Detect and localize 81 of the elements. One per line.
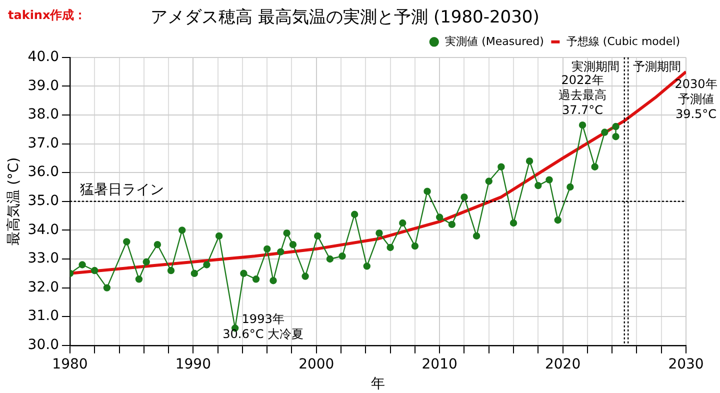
annotation: 39.5°C bbox=[675, 106, 717, 121]
point bbox=[154, 241, 162, 248]
y-tick-label: 30.0 bbox=[28, 337, 59, 354]
point bbox=[566, 183, 574, 191]
point bbox=[399, 219, 406, 227]
y-tick-label: 38.0 bbox=[28, 106, 59, 123]
point bbox=[510, 219, 518, 227]
point bbox=[601, 128, 608, 136]
point bbox=[252, 276, 260, 283]
text: takinx作成： bbox=[8, 8, 86, 22]
point bbox=[135, 276, 143, 283]
point bbox=[411, 242, 419, 250]
point bbox=[190, 270, 198, 277]
y-tick-label: 32.0 bbox=[28, 279, 59, 296]
point bbox=[591, 163, 598, 170]
point bbox=[612, 122, 620, 130]
point bbox=[448, 220, 456, 228]
x-tick-label: 2010 bbox=[422, 356, 458, 372]
annotation: 30.6°C 大冷夏 bbox=[222, 327, 304, 342]
x-tick-label: 2020 bbox=[544, 356, 581, 372]
chart-title: アメダス穂高 最高気温の実測と予測 (1980-2030) bbox=[150, 8, 540, 28]
point bbox=[142, 258, 150, 266]
point bbox=[460, 193, 468, 201]
y-tick-label: 34.0 bbox=[28, 222, 59, 238]
point bbox=[526, 157, 534, 165]
y-tick-label: 37.0 bbox=[28, 135, 59, 152]
point bbox=[103, 284, 111, 292]
point bbox=[91, 266, 98, 274]
point bbox=[326, 255, 334, 263]
annotation: 2030年 bbox=[674, 76, 718, 91]
point bbox=[178, 226, 186, 234]
point bbox=[314, 232, 322, 240]
point bbox=[578, 121, 586, 129]
annotation: 予測値 bbox=[678, 92, 714, 106]
point bbox=[264, 245, 271, 253]
point bbox=[277, 248, 284, 256]
x-tick-label: 1990 bbox=[175, 356, 211, 372]
y-tick-label: 35.0 bbox=[28, 193, 59, 210]
y-tick-label: 36.0 bbox=[28, 164, 59, 180]
point bbox=[534, 182, 542, 190]
x-tick-label: 2030 bbox=[668, 356, 704, 372]
y-axis-title: 最高気温 (°C) bbox=[6, 157, 22, 246]
point bbox=[203, 261, 210, 268]
y-tick-label: 31.0 bbox=[28, 308, 59, 324]
point bbox=[363, 262, 370, 270]
annotation: 37.7°C bbox=[562, 103, 604, 118]
legend-label: 予想線 (Cubic model) bbox=[566, 34, 680, 48]
point bbox=[612, 133, 620, 140]
point bbox=[554, 216, 562, 224]
ref-line-label: 予測期間 bbox=[633, 60, 682, 74]
ref-line-label: 実測期間 bbox=[571, 60, 620, 74]
x-axis-title: 年 bbox=[370, 376, 385, 392]
x-tick-label: 1980 bbox=[52, 356, 88, 372]
point bbox=[472, 232, 480, 240]
point bbox=[546, 176, 553, 184]
annotation: 2022年 bbox=[561, 73, 604, 88]
annotation: 1993年 bbox=[242, 312, 284, 326]
point bbox=[498, 163, 505, 170]
point bbox=[167, 266, 175, 274]
point bbox=[436, 214, 444, 221]
point bbox=[302, 272, 309, 280]
point bbox=[78, 261, 86, 268]
point bbox=[123, 238, 130, 246]
ref-line-label: 猛暑日ライン bbox=[80, 182, 164, 198]
point bbox=[283, 229, 290, 237]
annotation: 過去最高 bbox=[558, 88, 607, 102]
point bbox=[424, 188, 431, 195]
y-tick-label: 39.0 bbox=[28, 78, 59, 94]
point bbox=[350, 210, 358, 218]
point bbox=[386, 244, 394, 252]
point bbox=[289, 241, 297, 248]
point bbox=[270, 277, 277, 284]
y-tick-label: 40.0 bbox=[28, 49, 59, 66]
x-tick-label: 2000 bbox=[298, 356, 334, 372]
point bbox=[215, 232, 223, 240]
point bbox=[338, 252, 346, 260]
legend-label: 実測値 (Measured) bbox=[445, 34, 544, 48]
point bbox=[485, 178, 492, 185]
y-tick-label: 33.0 bbox=[28, 250, 59, 267]
point bbox=[376, 229, 383, 237]
point bbox=[240, 270, 248, 277]
